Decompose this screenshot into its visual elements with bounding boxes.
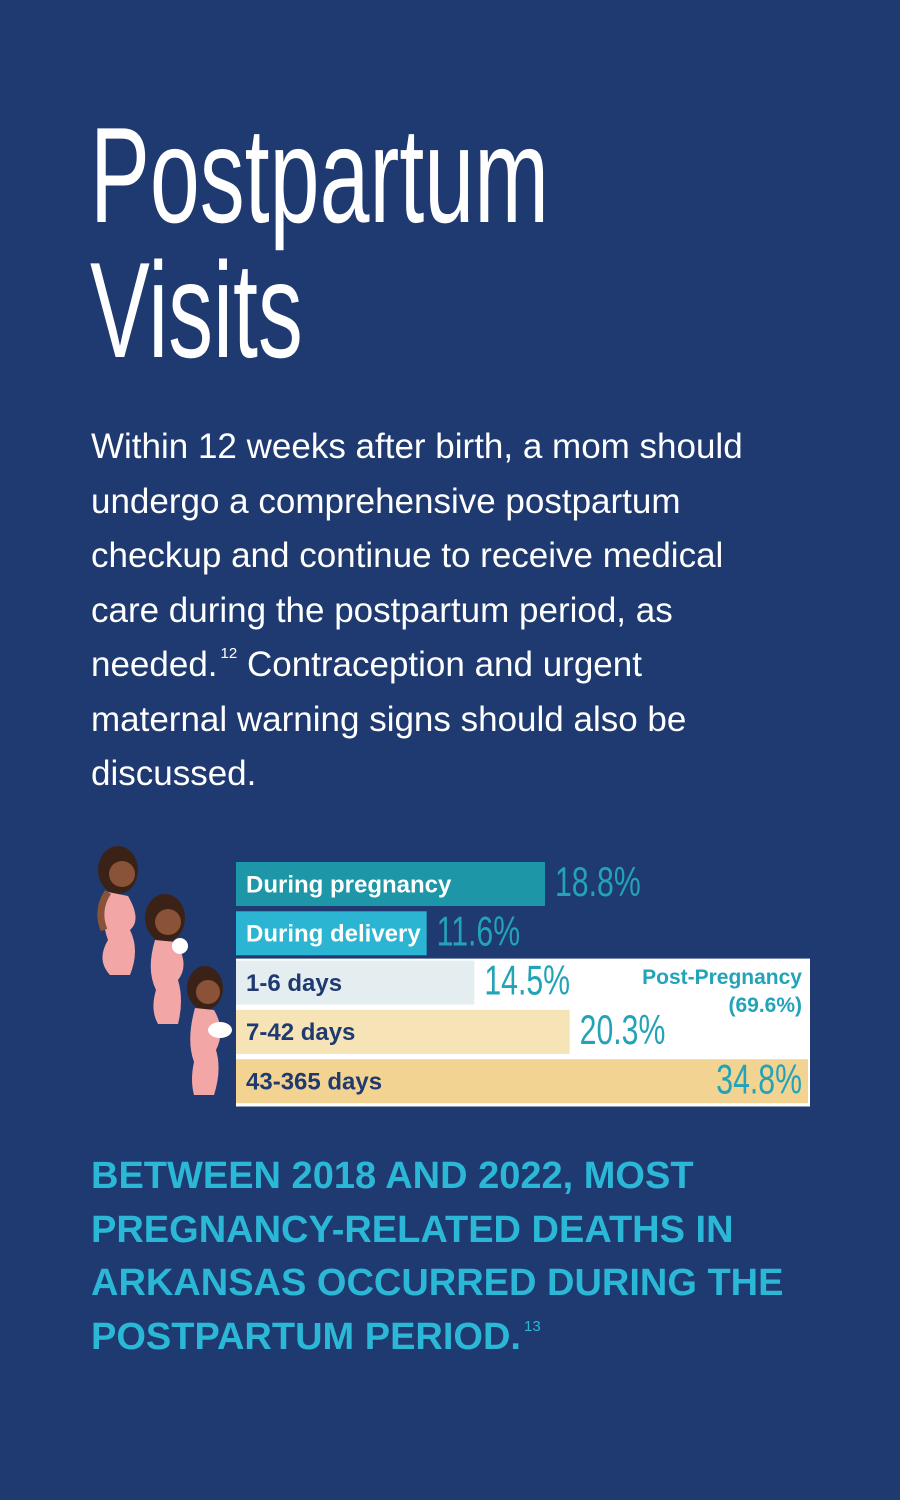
category-label: 43-365 days [246,1069,382,1096]
intro: Within 12 weeks after birth, a mom shoul… [91,420,751,802]
title: Postpartum Visits [90,107,549,378]
group-label: Post-Pregnancy [642,966,802,989]
category-label: During delivery [246,921,421,948]
intro-text: Contraception and urgent maternal warnin… [91,645,687,793]
category-label: During pregnancy [246,871,452,898]
footnote-ref: 13 [524,1317,541,1335]
title-line: Visits [90,234,303,386]
value-label: 18.8% [555,858,641,905]
chart: Post-Pregnancy (69.6%) During pregnancy 18.… [97,846,810,1107]
bar [236,911,427,956]
illustration [97,846,232,1095]
intro-text: Within 12 weeks after birth, a mom shoul… [91,427,743,684]
bar [236,862,546,906]
bar [236,1009,570,1054]
bar [236,960,475,1005]
title-line: Postpartum [90,99,549,251]
bar [236,1059,808,1104]
footer: BETWEEN 2018 AND 2022, MOST PREGNANCY-RE… [91,1150,811,1364]
category-label: 7-42 days [246,1019,355,1046]
group-value-label: (69.6%) [728,994,802,1017]
value-label: 34.8% [716,1055,802,1102]
category-label: 1-6 days [246,970,342,997]
footnote-ref: 12 [220,645,238,662]
value-label: 20.3% [580,1006,666,1053]
value-label: 14.5% [484,957,570,1004]
value-label: 11.6% [437,908,520,955]
footer-text: BETWEEN 2018 AND 2022, MOST PREGNANCY-RE… [91,1155,784,1358]
